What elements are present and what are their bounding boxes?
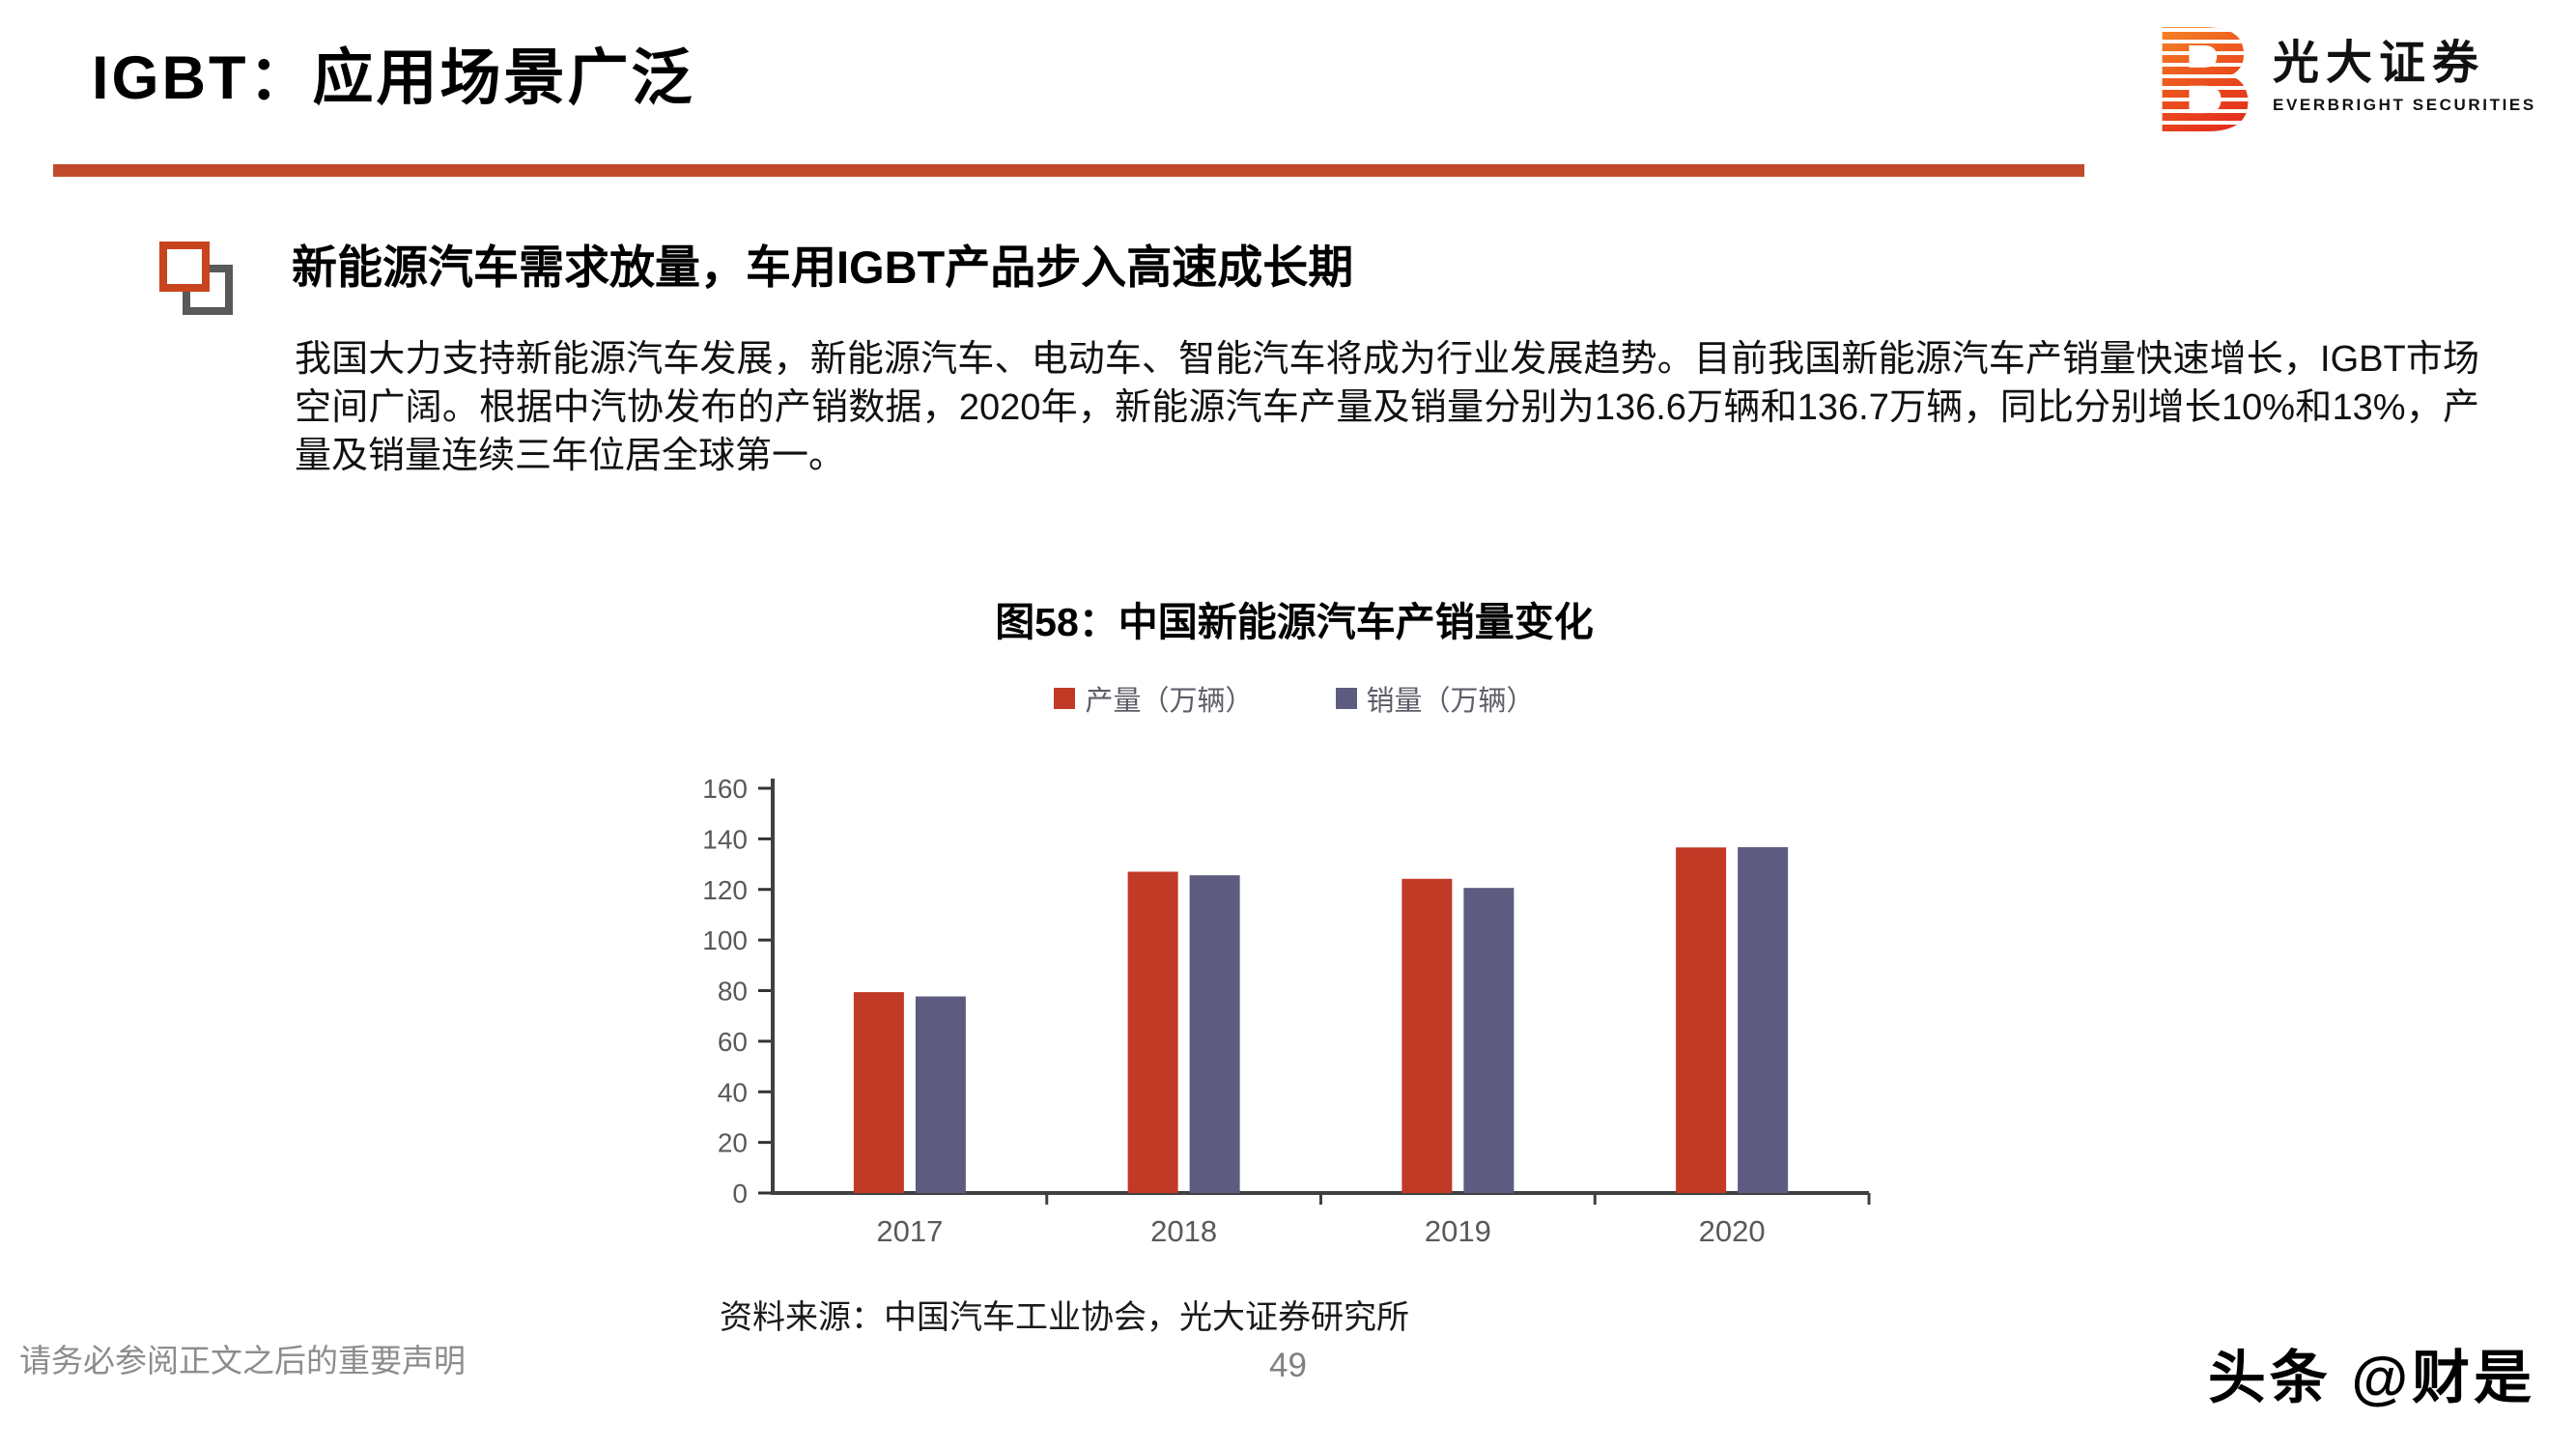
logo-letter: B [2149,21,2253,147]
y-tick-label: 100 [702,925,748,955]
y-tick-label: 160 [702,774,748,804]
logo-cn: 光大证券 [2273,38,2486,89]
figure-title: 图58：中国新能源汽车产销量变化 [995,600,1594,644]
figure-source: 资料来源：中国汽车工业协会，光大证券研究所 [720,1299,1409,1336]
section-body: 我国大力支持新能源汽车发展，新能源汽车、电动车、智能汽车将成为行业发展趋势。目前… [295,339,2479,476]
footer-disclaimer: 请务必参阅正文之后的重要声明 [19,1343,466,1378]
legend-label: 产量（万辆） [1085,686,1254,717]
y-tick-label: 80 [718,977,748,1007]
bar-销量（万辆）-2017 [915,996,966,1193]
bar-销量（万辆）-2018 [1189,875,1240,1193]
legend-item-production: 产量（万辆） [1054,677,1254,720]
legend-label: 销量（万辆） [1366,686,1535,717]
section-heading: 新能源汽车需求放量，车用IGBT产品步入高速成长期 [292,242,1354,293]
y-tick-label: 140 [702,824,748,854]
overlap-squares-icon [159,242,233,315]
everbright-logo: B B 光大证券 EVERBRIGHT SECURITIES [2149,21,2536,147]
nev-bar-chart-svg: 0 20 40 60 80 100 120 140 160 2017 2018 2019 2020 [702,774,1871,1248]
bar-产量（万辆）-2017 [853,992,904,1193]
watermark: 头条 @财是 [2207,1346,2535,1410]
logo-letter-stripes: B [2149,21,2253,147]
chart-legend: 产量（万辆） 销量（万辆） [666,662,1922,720]
legend-swatch [1335,688,1357,709]
y-tick-label: 20 [718,1128,748,1158]
page-title: IGBT：应用场景广泛 [92,44,695,112]
everbright-logo-mark: B B [2149,21,2253,147]
y-tick-label: 120 [702,875,748,905]
x-tick-label: 2020 [1699,1214,1766,1248]
bar-销量（万辆）-2019 [1463,888,1514,1193]
legend-item-sales: 销量（万辆） [1335,677,1535,720]
legend-swatch [1054,688,1076,709]
bar-产量（万辆）-2019 [1401,878,1453,1193]
y-tick-label: 0 [732,1179,748,1208]
x-tick-label: 2019 [1425,1214,1491,1248]
y-tick-label: 60 [718,1027,748,1057]
bar-销量（万辆）-2020 [1738,847,1789,1193]
logo-text: 光大证券 EVERBRIGHT SECURITIES [2273,21,2536,114]
bar-产量（万辆）-2018 [1127,871,1178,1193]
nev-chart: 产量（万辆） 销量（万辆） 0 20 40 60 80 100 120 140 160 2017 2… [666,662,1922,1285]
bar-产量（万辆）-2020 [1676,847,1727,1193]
x-tick-label: 2017 [876,1214,943,1248]
x-tick-label: 2018 [1150,1214,1217,1248]
page-number: 49 [1269,1347,1307,1384]
overlap-square-orange [159,242,210,292]
logo-en: EVERBRIGHT SECURITIES [2273,96,2536,114]
section-heading-row: 新能源汽车需求放量，车用IGBT产品步入高速成长期 [159,242,1354,315]
title-underline [53,164,2084,177]
y-tick-label: 40 [718,1077,748,1107]
